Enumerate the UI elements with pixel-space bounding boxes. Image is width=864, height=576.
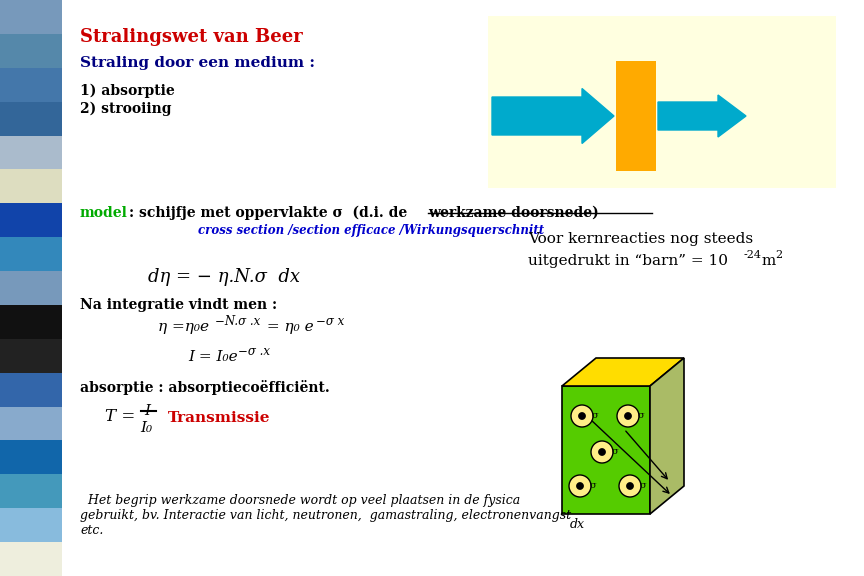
Bar	[0, 135, 62, 169]
Polygon shape	[650, 358, 684, 514]
Text: cross section /section efficace /Wirkungsquerschnitt: cross section /section efficace /Wirkung…	[198, 224, 544, 237]
Text: absorptie : absorptiecoëfficiënt.: absorptie : absorptiecoëfficiënt.	[80, 380, 330, 395]
Bar	[488, 16, 836, 188]
Text: η =η₀e: η =η₀e	[158, 320, 209, 334]
Text: σ: σ	[639, 481, 645, 490]
Polygon shape	[562, 386, 650, 514]
Circle shape	[617, 405, 639, 427]
Text: σ: σ	[591, 411, 598, 420]
Text: = η₀ e: = η₀ e	[262, 320, 314, 334]
Bar	[0, 101, 62, 135]
Text: −σ x: −σ x	[316, 315, 344, 328]
Circle shape	[591, 441, 613, 463]
Text: : schijfje met oppervlakte σ  (d.i. de: : schijfje met oppervlakte σ (d.i. de	[129, 206, 412, 221]
Text: σ: σ	[611, 447, 618, 456]
Text: Stralingswet van Beer: Stralingswet van Beer	[80, 28, 302, 46]
Bar	[0, 203, 62, 237]
Text: m: m	[757, 254, 776, 268]
Bar	[0, 373, 62, 407]
Bar	[0, 339, 62, 373]
Bar	[0, 0, 62, 34]
Text: I₀: I₀	[140, 421, 152, 435]
Text: I = I₀e: I = I₀e	[188, 350, 238, 364]
Text: dx: dx	[570, 518, 585, 531]
Bar	[0, 271, 62, 305]
Circle shape	[571, 405, 593, 427]
Bar	[0, 305, 62, 339]
Text: 2) strooiing: 2) strooiing	[80, 102, 171, 116]
Text: werkzame doorsnede): werkzame doorsnede)	[428, 206, 599, 220]
Circle shape	[579, 412, 586, 419]
Circle shape	[576, 483, 583, 490]
Bar	[0, 475, 62, 508]
Text: −σ .x: −σ .x	[238, 345, 270, 358]
Bar	[0, 441, 62, 475]
Text: dη = − η.N.σ  dx: dη = − η.N.σ dx	[148, 268, 300, 286]
Text: σ: σ	[637, 411, 644, 420]
Bar	[0, 407, 62, 441]
Circle shape	[626, 483, 633, 490]
Circle shape	[569, 475, 591, 497]
Bar	[0, 542, 62, 576]
Text: Na integratie vindt men :: Na integratie vindt men :	[80, 298, 277, 312]
Text: Straling door een medium :: Straling door een medium :	[80, 56, 315, 70]
Bar	[0, 508, 62, 542]
Text: 1) absorptie: 1) absorptie	[80, 84, 175, 98]
Text: −N.σ .x: −N.σ .x	[215, 315, 260, 328]
Text: Het begrip werkzame doorsnede wordt op veel plaatsen in de fysica
gebruikt, bv. : Het begrip werkzame doorsnede wordt op v…	[80, 494, 571, 537]
Text: Transmissie: Transmissie	[168, 411, 270, 425]
Text: 2: 2	[775, 250, 782, 260]
Circle shape	[619, 475, 641, 497]
Text: T =: T =	[105, 408, 136, 425]
Bar	[0, 34, 62, 68]
Circle shape	[599, 449, 606, 456]
Text: Voor kernreacties nog steeds: Voor kernreacties nog steeds	[528, 232, 753, 246]
Bar	[616, 61, 656, 171]
Polygon shape	[562, 358, 684, 386]
FancyArrow shape	[658, 95, 746, 137]
Text: I: I	[144, 404, 150, 418]
Text: uitgedrukt in “barn” = 10: uitgedrukt in “barn” = 10	[528, 254, 728, 268]
Circle shape	[625, 412, 632, 419]
Bar	[0, 169, 62, 203]
Bar	[0, 237, 62, 271]
Text: σ: σ	[589, 481, 595, 490]
Text: model: model	[80, 206, 128, 220]
FancyArrow shape	[492, 89, 614, 143]
Bar	[0, 68, 62, 101]
Text: -24: -24	[744, 250, 762, 260]
